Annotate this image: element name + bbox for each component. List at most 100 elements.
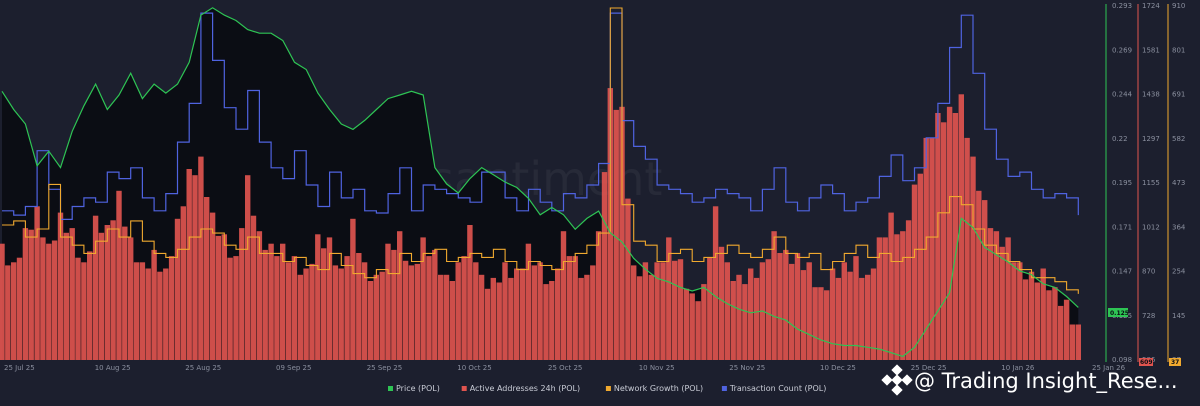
active-addresses-bar: [736, 274, 742, 360]
active-addresses-bar: [402, 260, 409, 360]
active-addresses-bar: [560, 231, 567, 360]
active-addresses-bar: [660, 262, 666, 360]
active-addresses-bar: [414, 263, 420, 360]
active-addresses-bar: [128, 237, 134, 360]
active-addresses-bar: [1017, 262, 1023, 360]
active-addresses-bar: [847, 271, 853, 360]
x-tick-label: 10 Oct 25: [457, 364, 491, 372]
active-addresses-bar: [724, 262, 730, 360]
active-addresses-bar: [40, 237, 46, 360]
active-addresses-bar: [104, 225, 110, 360]
active-addresses-bar: [11, 262, 17, 360]
active-addresses-bar: [87, 251, 93, 360]
active-addresses-bar: [1022, 279, 1029, 360]
active-addresses-bar: [69, 228, 75, 360]
active-addresses-bar: [326, 237, 333, 360]
price-tick-label: 0.244: [1112, 91, 1133, 99]
active-addresses-bar: [145, 268, 151, 360]
active-addresses-bar: [57, 212, 64, 360]
active-addresses-badge-bg: [1139, 358, 1153, 366]
legend-swatch: [721, 386, 727, 391]
active-addresses-tick-label: 1438: [1142, 91, 1160, 99]
price-badge-value: 0.125: [1110, 310, 1129, 317]
price-tick-label: 0.293: [1112, 2, 1132, 10]
active-addresses-tick-label: 1724: [1142, 2, 1160, 10]
network-growth-tick-label: 254: [1172, 268, 1186, 276]
network-growth-tick-label: 801: [1172, 46, 1185, 54]
active-addresses-bar: [865, 274, 871, 360]
active-addresses-bar: [16, 257, 23, 360]
active-addresses-bar: [648, 274, 654, 360]
active-addresses-bar: [63, 232, 69, 360]
active-addresses-bar: [742, 284, 748, 360]
active-addresses-bar: [905, 220, 912, 360]
active-addresses-bar: [701, 284, 707, 360]
active-addresses-bar: [525, 243, 532, 360]
active-addresses-bar: [870, 268, 877, 360]
active-addresses-bar: [783, 249, 789, 360]
active-addresses-bar: [496, 282, 502, 360]
active-addresses-bar: [712, 206, 719, 360]
active-addresses-bar: [449, 281, 456, 360]
active-addresses-bar: [28, 229, 34, 360]
active-addresses-bar: [654, 262, 660, 360]
active-addresses-bar: [163, 268, 169, 360]
price-tick-label: 0.269: [1112, 46, 1132, 54]
legend-label: Price (POL): [396, 384, 440, 393]
active-addresses-bar: [180, 206, 186, 360]
active-addresses-tick-label: 1012: [1142, 223, 1160, 231]
active-addresses-bar: [789, 263, 795, 360]
active-addresses-bar: [718, 246, 725, 360]
active-addresses-bar: [455, 262, 461, 360]
active-addresses-bar: [81, 262, 87, 360]
active-addresses-bar: [291, 256, 298, 360]
active-addresses-bar: [92, 215, 99, 360]
network-growth-tick-label: 582: [1172, 135, 1185, 143]
legend-swatch: [605, 386, 611, 391]
active-addresses-bar: [748, 268, 754, 360]
legend-label: Network Growth (POL): [614, 384, 703, 393]
price-tick-label: 0.22: [1112, 135, 1128, 143]
active-addresses-bar: [941, 122, 947, 360]
active-addresses-bar: [256, 231, 263, 360]
active-addresses-bar: [508, 277, 514, 360]
x-tick-label: 09 Sep 25: [276, 364, 311, 372]
x-tick-label: 25 Jan 26: [1092, 364, 1126, 372]
active-addresses-bar: [549, 281, 555, 360]
x-tick-label: 10 Nov 25: [639, 364, 675, 372]
active-addresses-bar: [151, 249, 157, 360]
active-addresses-bar: [613, 109, 619, 361]
active-addresses-bar: [484, 288, 491, 360]
active-addresses-bar: [461, 256, 467, 360]
active-addresses-bar: [894, 234, 900, 360]
active-addresses-bar: [46, 243, 52, 360]
active-addresses-bar: [958, 94, 964, 361]
series-lines: [1, 7, 1079, 358]
active-addresses-bar: [765, 259, 771, 360]
legend-item-network-growth-pol: Network Growth (POL): [605, 384, 703, 393]
network-growth-tick-label: 691: [1172, 91, 1185, 99]
active-addresses-bar: [0, 243, 5, 360]
active-addresses-bar: [882, 237, 888, 360]
active-addresses-bar: [280, 243, 286, 360]
active-addresses-bar: [993, 231, 1000, 360]
active-addresses-bar: [467, 225, 473, 360]
active-addresses-bar: [730, 281, 736, 360]
active-addresses-bar: [806, 262, 812, 360]
active-addresses-bar: [198, 156, 204, 360]
active-addresses-bar: [443, 274, 450, 360]
active-addresses-bar: [672, 260, 678, 360]
active-addresses-bar: [139, 262, 146, 360]
network-growth-tick-label: 145: [1172, 312, 1185, 320]
active-addresses-bar: [929, 137, 935, 360]
active-addresses-bar: [122, 226, 128, 360]
active-addresses-bar: [490, 277, 496, 360]
active-addresses-bar: [601, 172, 608, 360]
active-addresses-bar: [1034, 282, 1040, 360]
active-addresses-bar: [800, 270, 807, 360]
active-addresses-bar: [174, 218, 181, 360]
active-addresses-bar: [1011, 262, 1017, 360]
active-addresses-bar: [917, 173, 923, 360]
active-addresses-bar: [133, 262, 140, 360]
active-addresses-bar: [572, 256, 578, 360]
